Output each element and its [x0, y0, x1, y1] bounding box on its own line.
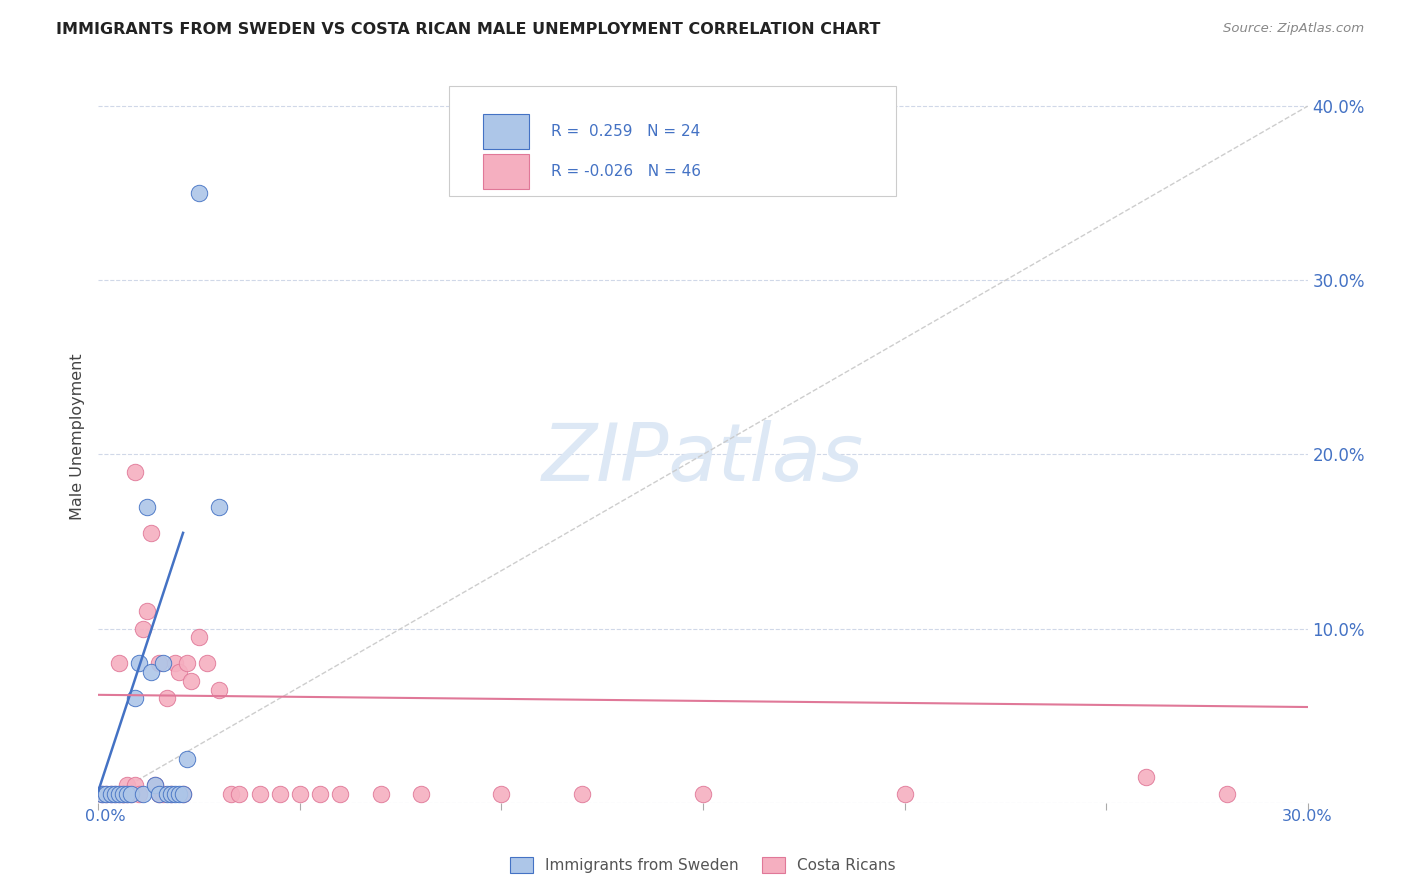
Point	[124, 691, 146, 706]
Point	[167, 787, 190, 801]
Point	[221, 787, 243, 801]
Point	[135, 604, 157, 618]
Point	[370, 787, 392, 801]
FancyBboxPatch shape	[449, 86, 897, 195]
Point	[128, 787, 150, 801]
Point	[135, 500, 157, 514]
Point	[163, 657, 186, 671]
Point	[132, 787, 155, 801]
Point	[571, 787, 593, 801]
Point	[208, 500, 231, 514]
Text: 30.0%: 30.0%	[1282, 809, 1333, 824]
Point	[96, 787, 118, 801]
Point	[111, 787, 134, 801]
Point	[692, 787, 714, 801]
Point	[107, 787, 129, 801]
Point	[176, 752, 198, 766]
Point	[195, 657, 218, 671]
Point	[208, 682, 231, 697]
Point	[107, 657, 129, 671]
Text: Source: ZipAtlas.com: Source: ZipAtlas.com	[1223, 22, 1364, 36]
Point	[409, 787, 432, 801]
Text: IMMIGRANTS FROM SWEDEN VS COSTA RICAN MALE UNEMPLOYMENT CORRELATION CHART: IMMIGRANTS FROM SWEDEN VS COSTA RICAN MA…	[56, 22, 880, 37]
Point	[1135, 770, 1157, 784]
Point	[139, 665, 162, 680]
Point	[128, 657, 150, 671]
Point	[148, 657, 170, 671]
Point	[160, 787, 183, 801]
Point	[188, 631, 211, 645]
Point	[148, 787, 170, 801]
Point	[120, 787, 142, 801]
Point	[132, 622, 155, 636]
Point	[124, 778, 146, 792]
Bar	[482, 153, 529, 189]
Point	[91, 787, 114, 801]
Point	[111, 787, 134, 801]
Point	[115, 787, 138, 801]
Point	[103, 787, 125, 801]
Y-axis label: Male Unemployment: Male Unemployment	[70, 354, 86, 520]
Point	[120, 787, 142, 801]
Point	[180, 673, 202, 688]
Point	[107, 787, 129, 801]
Point	[139, 525, 162, 540]
Text: 0.0%: 0.0%	[86, 809, 125, 824]
Legend: Immigrants from Sweden, Costa Ricans: Immigrants from Sweden, Costa Ricans	[505, 851, 901, 880]
Point	[188, 186, 211, 201]
Point	[309, 787, 332, 801]
Bar	[482, 114, 529, 149]
Point	[115, 778, 138, 792]
Text: ZIPatlas: ZIPatlas	[541, 420, 865, 498]
Point	[152, 787, 174, 801]
Point	[103, 787, 125, 801]
Point	[111, 787, 134, 801]
Point	[160, 787, 183, 801]
Point	[249, 787, 271, 801]
Point	[893, 787, 915, 801]
Point	[115, 787, 138, 801]
Point	[288, 787, 311, 801]
Point	[329, 787, 352, 801]
Point	[163, 787, 186, 801]
Point	[100, 787, 122, 801]
Point	[172, 787, 194, 801]
Point	[124, 465, 146, 479]
Point	[152, 657, 174, 671]
Point	[1216, 787, 1239, 801]
Point	[96, 787, 118, 801]
Point	[228, 787, 250, 801]
Point	[491, 787, 513, 801]
Point	[143, 778, 166, 792]
Point	[176, 657, 198, 671]
Point	[172, 787, 194, 801]
Point	[156, 787, 179, 801]
Point	[100, 787, 122, 801]
Point	[143, 778, 166, 792]
Point	[148, 787, 170, 801]
Point	[167, 665, 190, 680]
Point	[91, 787, 114, 801]
Point	[269, 787, 291, 801]
Point	[156, 691, 179, 706]
Text: R =  0.259   N = 24: R = 0.259 N = 24	[551, 124, 700, 139]
Text: R = -0.026   N = 46: R = -0.026 N = 46	[551, 164, 700, 178]
